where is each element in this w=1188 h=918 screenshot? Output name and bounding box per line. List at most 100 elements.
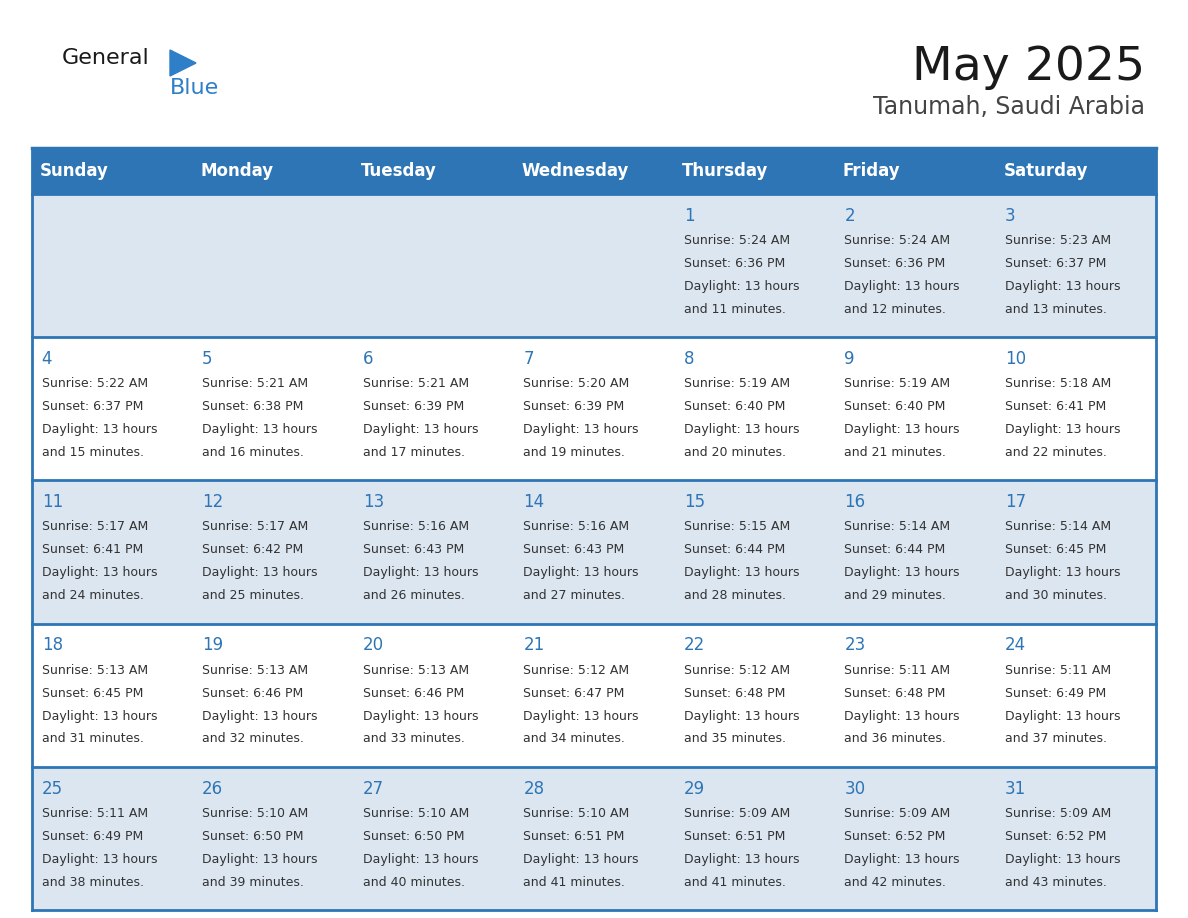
Text: 31: 31	[1005, 779, 1026, 798]
Text: 19: 19	[202, 636, 223, 655]
Text: and 22 minutes.: and 22 minutes.	[1005, 446, 1107, 459]
Text: Sunset: 6:48 PM: Sunset: 6:48 PM	[684, 687, 785, 700]
Text: 28: 28	[524, 779, 544, 798]
Text: and 16 minutes.: and 16 minutes.	[202, 446, 304, 459]
Text: Sunrise: 5:24 AM: Sunrise: 5:24 AM	[845, 234, 950, 247]
Text: 4: 4	[42, 350, 52, 368]
Text: Sunrise: 5:16 AM: Sunrise: 5:16 AM	[524, 521, 630, 533]
Text: 2: 2	[845, 207, 855, 225]
Text: Sunset: 6:50 PM: Sunset: 6:50 PM	[202, 830, 304, 843]
Text: Daylight: 13 hours: Daylight: 13 hours	[42, 423, 157, 436]
Text: Daylight: 13 hours: Daylight: 13 hours	[845, 566, 960, 579]
Text: Sunrise: 5:09 AM: Sunrise: 5:09 AM	[684, 807, 790, 820]
Text: Sunset: 6:47 PM: Sunset: 6:47 PM	[524, 687, 625, 700]
Text: Sunset: 6:40 PM: Sunset: 6:40 PM	[684, 400, 785, 413]
Text: Daylight: 13 hours: Daylight: 13 hours	[684, 710, 800, 722]
Text: and 15 minutes.: and 15 minutes.	[42, 446, 144, 459]
Text: Sunrise: 5:20 AM: Sunrise: 5:20 AM	[524, 377, 630, 390]
Text: Daylight: 13 hours: Daylight: 13 hours	[524, 710, 639, 722]
Text: Daylight: 13 hours: Daylight: 13 hours	[362, 853, 479, 866]
Text: Sunset: 6:37 PM: Sunset: 6:37 PM	[42, 400, 143, 413]
Text: 3: 3	[1005, 207, 1016, 225]
Text: Sunrise: 5:22 AM: Sunrise: 5:22 AM	[42, 377, 147, 390]
Text: 29: 29	[684, 779, 704, 798]
Bar	[32, 623, 1156, 767]
Text: Sunrise: 5:09 AM: Sunrise: 5:09 AM	[845, 807, 950, 820]
Polygon shape	[170, 50, 196, 76]
Text: 17: 17	[1005, 493, 1026, 511]
Text: and 40 minutes.: and 40 minutes.	[362, 876, 465, 889]
Text: Thursday: Thursday	[682, 162, 769, 180]
Text: 18: 18	[42, 636, 63, 655]
Text: and 27 minutes.: and 27 minutes.	[524, 589, 625, 602]
Text: 7: 7	[524, 350, 533, 368]
Text: Sunrise: 5:11 AM: Sunrise: 5:11 AM	[42, 807, 147, 820]
Text: Daylight: 13 hours: Daylight: 13 hours	[202, 710, 317, 722]
Text: 16: 16	[845, 493, 866, 511]
Text: and 12 minutes.: and 12 minutes.	[845, 303, 947, 316]
Text: Sunrise: 5:14 AM: Sunrise: 5:14 AM	[1005, 521, 1111, 533]
Text: Sunset: 6:45 PM: Sunset: 6:45 PM	[42, 687, 143, 700]
Text: and 25 minutes.: and 25 minutes.	[202, 589, 304, 602]
Text: Sunset: 6:43 PM: Sunset: 6:43 PM	[362, 543, 465, 556]
Text: Daylight: 13 hours: Daylight: 13 hours	[362, 423, 479, 436]
Text: Sunset: 6:40 PM: Sunset: 6:40 PM	[845, 400, 946, 413]
Text: Daylight: 13 hours: Daylight: 13 hours	[524, 423, 639, 436]
Text: Daylight: 13 hours: Daylight: 13 hours	[1005, 853, 1120, 866]
Text: Sunset: 6:46 PM: Sunset: 6:46 PM	[362, 687, 465, 700]
Text: and 35 minutes.: and 35 minutes.	[684, 733, 786, 745]
Text: Sunset: 6:49 PM: Sunset: 6:49 PM	[1005, 687, 1106, 700]
Bar	[32, 148, 192, 194]
Text: Sunrise: 5:09 AM: Sunrise: 5:09 AM	[1005, 807, 1111, 820]
Text: Sunrise: 5:21 AM: Sunrise: 5:21 AM	[202, 377, 309, 390]
Text: 9: 9	[845, 350, 855, 368]
Text: Daylight: 13 hours: Daylight: 13 hours	[524, 853, 639, 866]
Text: and 21 minutes.: and 21 minutes.	[845, 446, 947, 459]
Text: Daylight: 13 hours: Daylight: 13 hours	[1005, 566, 1120, 579]
Text: and 26 minutes.: and 26 minutes.	[362, 589, 465, 602]
Text: Daylight: 13 hours: Daylight: 13 hours	[42, 853, 157, 866]
Bar	[32, 480, 1156, 623]
Text: and 30 minutes.: and 30 minutes.	[1005, 589, 1107, 602]
Text: Daylight: 13 hours: Daylight: 13 hours	[845, 710, 960, 722]
Bar	[996, 148, 1156, 194]
Text: Sunrise: 5:10 AM: Sunrise: 5:10 AM	[362, 807, 469, 820]
Text: Sunrise: 5:12 AM: Sunrise: 5:12 AM	[684, 664, 790, 677]
Text: Daylight: 13 hours: Daylight: 13 hours	[845, 423, 960, 436]
Text: Sunrise: 5:11 AM: Sunrise: 5:11 AM	[845, 664, 950, 677]
Text: Daylight: 13 hours: Daylight: 13 hours	[202, 423, 317, 436]
Text: and 24 minutes.: and 24 minutes.	[42, 589, 144, 602]
Text: Sunset: 6:50 PM: Sunset: 6:50 PM	[362, 830, 465, 843]
Text: and 29 minutes.: and 29 minutes.	[845, 589, 947, 602]
Text: Sunrise: 5:17 AM: Sunrise: 5:17 AM	[202, 521, 309, 533]
Text: Sunset: 6:52 PM: Sunset: 6:52 PM	[1005, 830, 1106, 843]
Text: General: General	[62, 48, 150, 68]
Text: 12: 12	[202, 493, 223, 511]
Text: Sunrise: 5:11 AM: Sunrise: 5:11 AM	[1005, 664, 1111, 677]
Text: Sunrise: 5:24 AM: Sunrise: 5:24 AM	[684, 234, 790, 247]
Text: Sunset: 6:42 PM: Sunset: 6:42 PM	[202, 543, 303, 556]
Bar	[32, 337, 1156, 480]
Bar	[353, 148, 513, 194]
Text: and 32 minutes.: and 32 minutes.	[202, 733, 304, 745]
Text: Daylight: 13 hours: Daylight: 13 hours	[42, 710, 157, 722]
Text: Sunrise: 5:15 AM: Sunrise: 5:15 AM	[684, 521, 790, 533]
Text: Blue: Blue	[170, 78, 220, 98]
Bar	[32, 194, 1156, 337]
Text: 6: 6	[362, 350, 373, 368]
Text: Daylight: 13 hours: Daylight: 13 hours	[1005, 710, 1120, 722]
Text: Sunset: 6:46 PM: Sunset: 6:46 PM	[202, 687, 303, 700]
Text: 27: 27	[362, 779, 384, 798]
Text: 23: 23	[845, 636, 866, 655]
Text: Sunset: 6:39 PM: Sunset: 6:39 PM	[362, 400, 465, 413]
Text: 20: 20	[362, 636, 384, 655]
Text: Daylight: 13 hours: Daylight: 13 hours	[845, 853, 960, 866]
Bar	[192, 148, 353, 194]
Text: Sunset: 6:51 PM: Sunset: 6:51 PM	[684, 830, 785, 843]
Text: and 11 minutes.: and 11 minutes.	[684, 303, 785, 316]
Text: Sunset: 6:41 PM: Sunset: 6:41 PM	[42, 543, 143, 556]
Bar	[835, 148, 996, 194]
Text: May 2025: May 2025	[912, 45, 1145, 90]
Text: Sunrise: 5:19 AM: Sunrise: 5:19 AM	[845, 377, 950, 390]
Text: and 13 minutes.: and 13 minutes.	[1005, 303, 1107, 316]
